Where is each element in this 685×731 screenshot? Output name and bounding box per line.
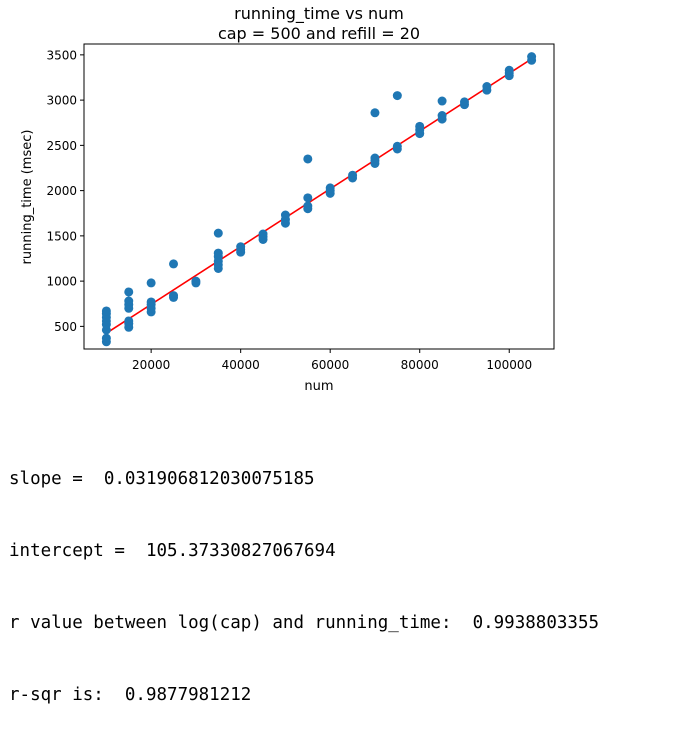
slope-output-line: slope = 0.031906812030075185 — [9, 469, 315, 489]
data-point — [169, 291, 179, 301]
x-tick-label: 100000 — [486, 358, 532, 372]
x-tick-label: 60000 — [311, 358, 349, 372]
x-tick-label: 40000 — [222, 358, 260, 372]
data-point — [169, 259, 179, 269]
data-point — [101, 333, 111, 343]
data-point — [303, 201, 313, 211]
y-tick-label: 2500 — [46, 139, 77, 153]
chart-subtitle: cap = 500 and refill = 20 — [218, 24, 420, 43]
data-point — [325, 183, 335, 193]
data-point — [527, 52, 537, 62]
y-tick-label: 1500 — [46, 229, 77, 243]
data-point — [437, 96, 447, 106]
data-point — [370, 108, 380, 118]
y-tick-label: 3000 — [46, 94, 77, 108]
x-tick-label: 80000 — [401, 358, 439, 372]
data-point — [392, 141, 402, 151]
data-point — [124, 316, 134, 326]
data-point — [415, 121, 425, 131]
r-squared-output-line: r-sqr is: 0.9877981212 — [9, 685, 252, 705]
y-tick-label: 3500 — [46, 48, 77, 62]
data-point — [213, 248, 223, 258]
data-point — [303, 193, 313, 203]
data-point — [191, 276, 201, 286]
y-tick-label: 500 — [54, 320, 77, 334]
y-axis-label: running_time (msec) — [20, 130, 35, 265]
data-point — [280, 210, 290, 220]
data-point — [146, 278, 156, 288]
data-point — [258, 229, 268, 239]
data-point — [348, 170, 358, 180]
y-tick-label: 2000 — [46, 184, 77, 198]
data-point — [504, 65, 514, 75]
scatter-chart: running_time vs num cap = 500 and refill… — [20, 4, 555, 394]
y-tick-label: 1000 — [46, 275, 77, 289]
intercept-output-line: intercept = 105.37330827067694 — [9, 541, 336, 561]
r-value-output-line: r value between log(cap) and running_tim… — [9, 613, 600, 633]
x-axis-label: num — [304, 379, 333, 394]
data-point — [213, 228, 223, 238]
plot-frame — [83, 43, 555, 350]
data-point — [124, 287, 134, 297]
data-point — [303, 154, 313, 164]
data-point — [101, 306, 111, 316]
chart-title: running_time vs num — [234, 4, 404, 24]
data-point — [146, 297, 156, 307]
x-tick-label: 20000 — [132, 358, 170, 372]
data-point — [236, 242, 246, 252]
data-point — [370, 153, 380, 163]
data-point — [437, 111, 447, 120]
data-point — [459, 97, 469, 107]
data-point — [124, 296, 134, 306]
data-point — [482, 82, 492, 92]
console-output: slope = 0.031906812030075185 intercept =… — [9, 419, 599, 731]
data-point — [392, 91, 402, 101]
